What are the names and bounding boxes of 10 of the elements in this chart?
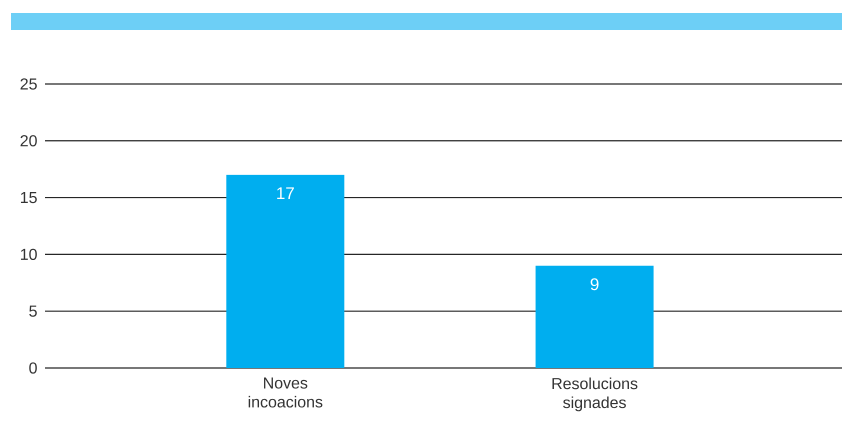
x-tick-label: Resolucions signades [552, 378, 638, 412]
data-label: 17 [277, 187, 294, 200]
y-tick-label: 25 [20, 78, 37, 90]
y-tick-label: 0 [29, 362, 37, 374]
y-tick-label: 5 [29, 306, 37, 317]
y-tick-label: 20 [20, 135, 37, 146]
data-label: 9 [590, 278, 598, 290]
x-tick-label: Noves incoacions [248, 378, 322, 408]
y-tick-label: 15 [20, 192, 37, 204]
y-tick-label: 10 [20, 248, 37, 260]
